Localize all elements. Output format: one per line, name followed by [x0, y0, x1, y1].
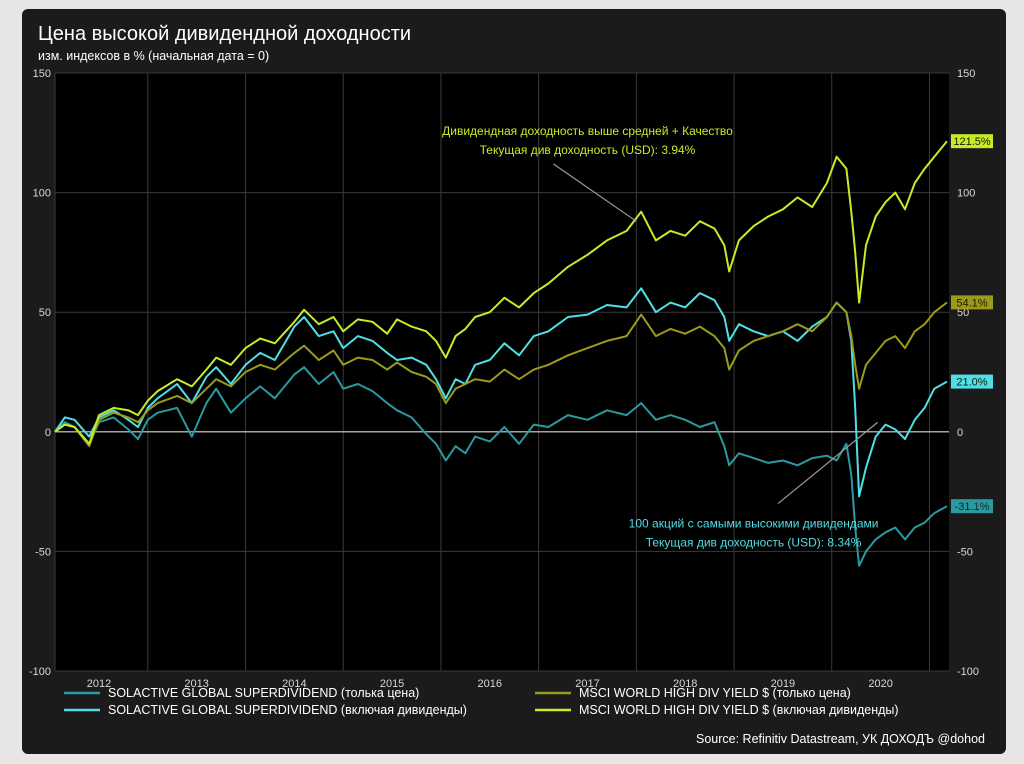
legend-label-total-solactive: SOLACTIVE GLOBAL SUPERDIVIDEND (включая … — [108, 703, 467, 717]
y-tick-label-left: 0 — [45, 427, 51, 439]
end-label-total_solactive: 21.0% — [956, 377, 987, 389]
end-labels: -31.1% 21.0% 54.1% 121.5% — [951, 134, 993, 514]
x-axis: 2012 2013 2014 2015 2016 2017 2018 2019 2020 — [87, 678, 893, 690]
x-tick-label: 2020 — [868, 678, 892, 690]
chart-title: Цена высокой дивидендной доходности — [38, 23, 411, 45]
x-tick-label: 2016 — [478, 678, 502, 690]
end-label-box-total_solactive — [951, 374, 993, 389]
x-tick-label: 2014 — [282, 678, 306, 690]
y-tick-label-right: -100 — [957, 666, 979, 678]
y-tick-label-right: 50 — [957, 307, 969, 319]
grid — [54, 72, 949, 672]
annotation-text-quality: Текущая див доходность (USD): 3.94% — [480, 143, 696, 157]
y-tick-label-right: 0 — [957, 427, 963, 439]
x-tick-label: 2018 — [673, 678, 697, 690]
chart: Цена высокой дивидендной доходности изм.… — [29, 23, 993, 746]
y-tick-label-left: 100 — [33, 188, 51, 200]
legend: SOLACTIVE GLOBAL SUPERDIVIDEND (толька ц… — [64, 686, 899, 717]
series-line-price_msci — [54, 301, 948, 448]
end-label-box-price_solactive — [951, 499, 993, 514]
x-tick-label: 2015 — [380, 678, 404, 690]
y-axis-left: -100 -50 0 50 100 150 — [29, 68, 51, 678]
annotation-text-highest: Текущая див доходность (USD): 8.34% — [646, 535, 862, 549]
legend-label-total-msci: MSCI WORLD HIGH DIV YIELD $ (включая див… — [579, 703, 899, 717]
legend-label-price-msci: MSCI WORLD HIGH DIV YIELD $ (только цена… — [579, 686, 851, 700]
end-label-price_solactive: -31.1% — [955, 501, 990, 513]
x-tick-label: 2012 — [87, 678, 111, 690]
x-tick-label: 2013 — [184, 678, 208, 690]
series-line-price_solactive — [54, 366, 948, 567]
annotation-pointer-highest — [777, 421, 879, 505]
y-tick-label-right: -50 — [957, 546, 973, 558]
series-group — [54, 140, 948, 567]
y-tick-label-left: 150 — [33, 68, 51, 80]
end-label-price_msci: 54.1% — [956, 297, 987, 309]
y-tick-label-left: 50 — [39, 307, 51, 319]
source-note: Source: Refinitiv Datastream, УК ДОХОДЪ … — [696, 732, 985, 746]
end-label-box-total_msci — [951, 134, 993, 149]
annotations: Дивидендная доходность выше средней + Ка… — [442, 124, 878, 549]
x-tick-label: 2019 — [771, 678, 795, 690]
end-label-total_msci: 121.5% — [953, 136, 991, 148]
annotation-pointer-quality — [552, 163, 637, 222]
y-tick-label-left: -50 — [35, 546, 51, 558]
y-tick-label-left: -100 — [29, 666, 51, 678]
legend-label-price-solactive: SOLACTIVE GLOBAL SUPERDIVIDEND (толька ц… — [108, 686, 419, 700]
annotation-text-quality: Дивидендная доходность выше средней + Ка… — [442, 124, 733, 138]
x-tick-label: 2017 — [575, 678, 599, 690]
end-label-box-price_msci — [951, 295, 993, 310]
y-tick-label-right: 150 — [957, 68, 975, 80]
annotation-text-highest: 100 акций с самыми высокими дивидендами — [629, 516, 879, 530]
y-axis-right: -100 -50 0 50 100 150 — [957, 68, 979, 678]
series-line-total_msci — [54, 140, 948, 445]
y-tick-label-right: 100 — [957, 188, 975, 200]
chart-subtitle: изм. индексов в % (начальная дата = 0) — [38, 49, 269, 63]
chart-panel: Цена высокой дивидендной доходности изм.… — [22, 9, 1006, 754]
